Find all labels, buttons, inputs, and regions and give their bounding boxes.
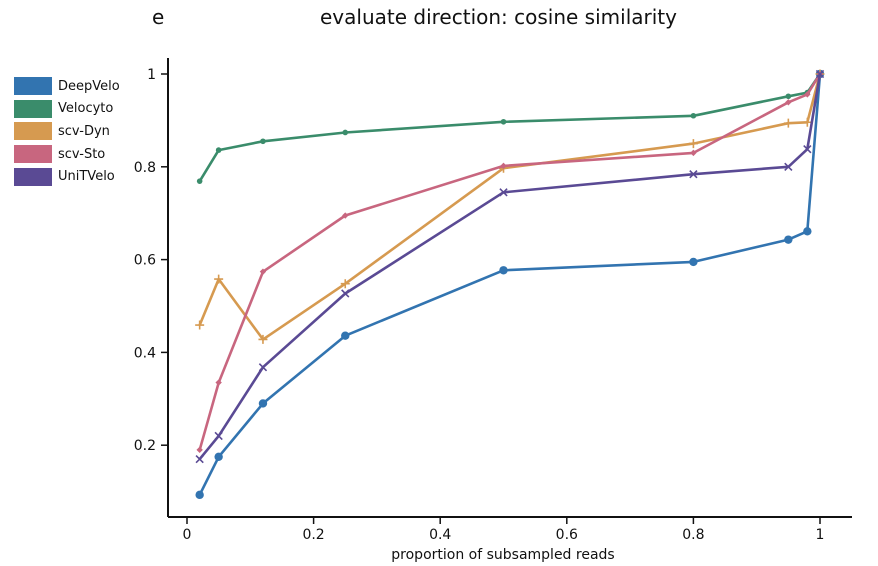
legend-label-unitvelo: UniTVelo (58, 169, 115, 185)
data-point-scv-sto (690, 149, 697, 157)
data-point-scv-sto (500, 162, 507, 170)
data-point-scv-sto (259, 268, 267, 275)
series-line-unitvelo (198, 73, 822, 460)
data-point-velocyto (785, 93, 792, 100)
data-point-unitvelo (689, 170, 698, 179)
x-tick-label: 1 (816, 527, 825, 543)
data-point-scv-dyn (195, 320, 205, 330)
data-point-deepvelo (689, 257, 698, 267)
series-line-scv-sto (198, 73, 822, 451)
data-point-deepvelo (341, 331, 350, 340)
data-point-deepvelo (499, 266, 508, 275)
legend-item-scv-sto: scv-Sto (14, 143, 120, 166)
series-unitvelo (195, 69, 825, 464)
legend-label-scv-dyn: scv-Dyn (58, 123, 110, 139)
data-point-velocyto (196, 178, 203, 184)
data-point-scv-dyn (783, 118, 793, 128)
data-point-unitvelo (815, 69, 825, 79)
x-tick-label: 0.2 (302, 527, 324, 543)
y-tick-label: 0.2 (134, 438, 156, 454)
data-point-scv-dyn (340, 279, 350, 289)
data-point-scv-sto (804, 91, 811, 98)
legend-swatch-scv-dyn (14, 122, 52, 141)
data-point-unitvelo (195, 454, 204, 464)
data-point-scv-dyn (802, 117, 812, 127)
chart-title: evaluate direction: cosine similarity (320, 5, 677, 29)
y-tick-label: 0.8 (134, 160, 156, 176)
data-point-velocyto (500, 118, 507, 125)
data-point-deepvelo (258, 399, 268, 408)
axes: 0.2 0.4 0.6 0.8 1 0 0.2 0.4 0.6 0.8 1 (134, 58, 852, 543)
series-line-scv-dyn (198, 73, 822, 341)
data-point-scv-sto (196, 446, 203, 454)
y-tick-label: 0.4 (134, 345, 156, 361)
panel-letter: e (152, 5, 165, 29)
data-point-scv-sto (342, 212, 349, 219)
legend-label-scv-sto: scv-Sto (58, 146, 106, 162)
x-tick-label: 0.8 (682, 527, 704, 543)
y-tick-label: 1 (147, 67, 156, 83)
data-point-scv-sto (215, 379, 222, 386)
y-tick-label: 0.6 (134, 253, 156, 269)
data-point-unitvelo (499, 188, 508, 197)
legend-label-deepvelo: DeepVelo (58, 78, 120, 94)
data-point-unitvelo (341, 289, 350, 298)
x-axis-label: proportion of subsampled reads (391, 547, 614, 563)
legend-label-velocyto: Velocyto (58, 101, 114, 117)
data-point-unitvelo (803, 145, 812, 154)
data-point-deepvelo (195, 490, 204, 500)
x-tick-label: 0 (183, 527, 192, 543)
data-point-unitvelo (258, 363, 268, 372)
data-point-deepvelo (214, 452, 223, 461)
data-point-scv-dyn (688, 139, 698, 149)
legend-item-velocyto: Velocyto (14, 98, 120, 121)
data-point-unitvelo (214, 431, 223, 441)
data-point-deepvelo (784, 235, 793, 244)
legend-item-scv-dyn: scv-Dyn (14, 120, 120, 143)
data-point-velocyto (260, 138, 266, 145)
data-point-velocyto (342, 129, 349, 136)
data-point-scv-sto (785, 99, 792, 106)
legend: DeepVelo Velocyto scv-Dyn scv-Sto UniTVe… (14, 75, 120, 188)
legend-swatch-velocyto (14, 99, 52, 118)
series-scv-dyn (195, 69, 825, 344)
data-point-deepvelo (803, 227, 812, 236)
series-scv-sto (196, 70, 824, 454)
x-tick-label: 0.4 (429, 527, 451, 543)
legend-swatch-scv-sto (14, 145, 52, 164)
series-layer (195, 69, 825, 500)
legend-swatch-deepvelo (14, 77, 52, 96)
data-point-velocyto (690, 112, 697, 119)
data-point-velocyto (215, 147, 222, 153)
legend-swatch-unitvelo (14, 167, 52, 186)
data-point-scv-dyn (214, 274, 224, 284)
legend-item-deepvelo: DeepVelo (14, 75, 120, 98)
data-point-unitvelo (784, 162, 793, 171)
data-point-scv-dyn (258, 334, 268, 344)
legend-item-unitvelo: UniTVelo (14, 165, 120, 188)
x-tick-label: 0.6 (556, 527, 578, 543)
